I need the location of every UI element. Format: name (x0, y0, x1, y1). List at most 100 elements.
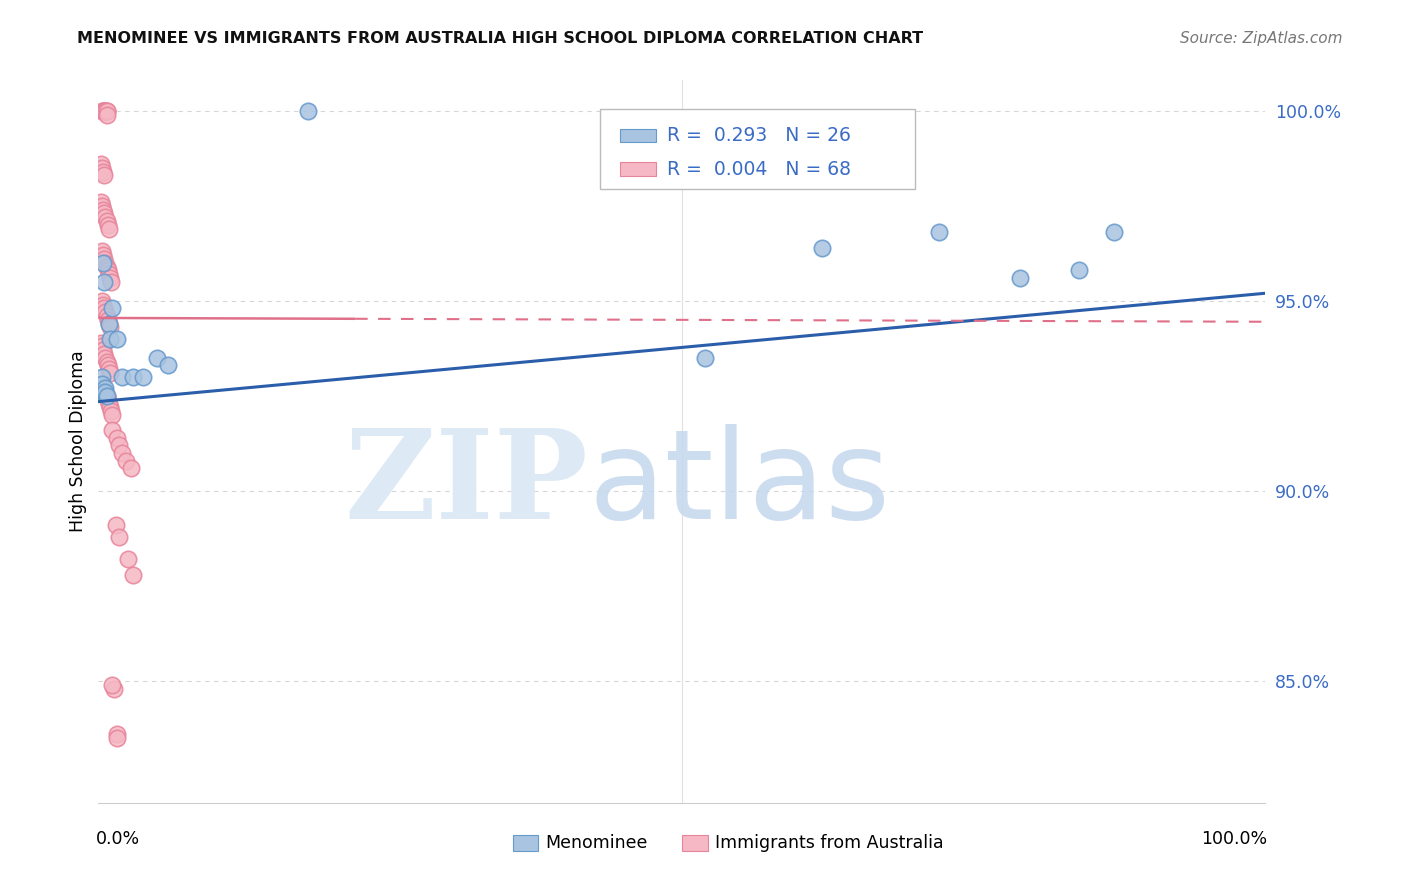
Point (100, 404, 122, 418)
Point (91, 103, 114, 118)
Point (94, 103, 117, 118)
Point (98, 320, 121, 334)
Point (90, 103, 112, 118)
Point (90, 161, 112, 175)
Point (90, 199, 112, 213)
Point (108, 438, 131, 452)
Point (96, 389, 118, 403)
Point (96, 260, 118, 274)
Point (93, 301, 115, 316)
Point (93, 275, 115, 289)
Point (96, 103, 118, 118)
Point (108, 530, 131, 544)
Point (91, 256, 114, 270)
Point (94, 385, 117, 400)
Point (105, 731, 128, 746)
Point (103, 681, 125, 696)
Point (93, 252, 115, 266)
Text: ZIP: ZIP (344, 425, 589, 545)
Point (101, 301, 124, 316)
FancyBboxPatch shape (600, 109, 915, 189)
Point (96, 214, 118, 228)
Point (96, 309, 118, 323)
Y-axis label: High School Diploma: High School Diploma (69, 351, 87, 533)
Point (97, 221, 120, 235)
Point (104, 518, 127, 533)
FancyBboxPatch shape (682, 835, 707, 851)
Point (90, 244, 112, 259)
Point (101, 423, 124, 437)
Point (97, 267, 120, 281)
Point (1010, 271, 1032, 285)
Point (96, 354, 118, 368)
Point (297, 103, 319, 118)
Point (98, 401, 121, 415)
Point (90, 335, 112, 350)
Point (90, 339, 112, 353)
Point (97, 392, 120, 407)
Point (100, 275, 122, 289)
Point (96, 103, 118, 118)
Point (97, 313, 120, 327)
Point (90, 370, 112, 384)
Point (1102, 226, 1125, 240)
FancyBboxPatch shape (620, 162, 657, 176)
Point (91, 248, 114, 262)
Point (1067, 263, 1090, 277)
Point (94, 305, 117, 319)
Point (105, 431, 128, 445)
Point (97, 396, 120, 410)
Point (115, 453, 138, 467)
Text: R =  0.293   N = 26: R = 0.293 N = 26 (666, 127, 851, 145)
Point (97, 263, 120, 277)
Point (111, 446, 134, 460)
Point (96, 107, 118, 121)
Point (96, 389, 118, 403)
Point (928, 226, 950, 240)
Point (91, 202, 114, 217)
Text: 100.0%: 100.0% (1202, 830, 1268, 848)
Point (93, 103, 115, 118)
Point (157, 359, 180, 373)
Point (117, 552, 139, 566)
Text: R =  0.004   N = 68: R = 0.004 N = 68 (666, 160, 851, 178)
FancyBboxPatch shape (620, 128, 657, 142)
FancyBboxPatch shape (513, 835, 538, 851)
Point (811, 241, 834, 255)
Point (93, 347, 115, 361)
Text: Menominee: Menominee (546, 833, 648, 852)
Point (132, 370, 155, 384)
Point (93, 385, 115, 400)
Point (105, 332, 128, 346)
Text: atlas: atlas (589, 425, 890, 545)
Point (94, 103, 117, 118)
Text: Immigrants from Australia: Immigrants from Australia (714, 833, 943, 852)
Point (94, 351, 117, 365)
Text: Source: ZipAtlas.com: Source: ZipAtlas.com (1180, 31, 1343, 46)
Point (97, 218, 120, 232)
Point (94, 256, 117, 270)
Point (91, 343, 114, 358)
Point (93, 206, 115, 220)
Point (695, 351, 717, 365)
Point (90, 381, 112, 395)
Point (91, 164, 114, 178)
Point (90, 377, 112, 392)
Point (94, 385, 117, 400)
Point (94, 381, 117, 395)
Point (97, 317, 120, 331)
Point (90, 293, 112, 308)
Point (98, 366, 121, 380)
Point (146, 351, 169, 365)
Point (98, 332, 121, 346)
Point (101, 678, 124, 692)
Point (91, 385, 114, 400)
Point (97, 317, 120, 331)
Point (105, 727, 128, 741)
Text: MENOMINEE VS IMMIGRANTS FROM AUSTRALIA HIGH SCHOOL DIPLOMA CORRELATION CHART: MENOMINEE VS IMMIGRANTS FROM AUSTRALIA H… (77, 31, 924, 46)
Point (90, 194, 112, 209)
Text: 0.0%: 0.0% (96, 830, 141, 848)
Point (93, 169, 115, 183)
Point (101, 408, 124, 422)
Point (98, 271, 121, 285)
